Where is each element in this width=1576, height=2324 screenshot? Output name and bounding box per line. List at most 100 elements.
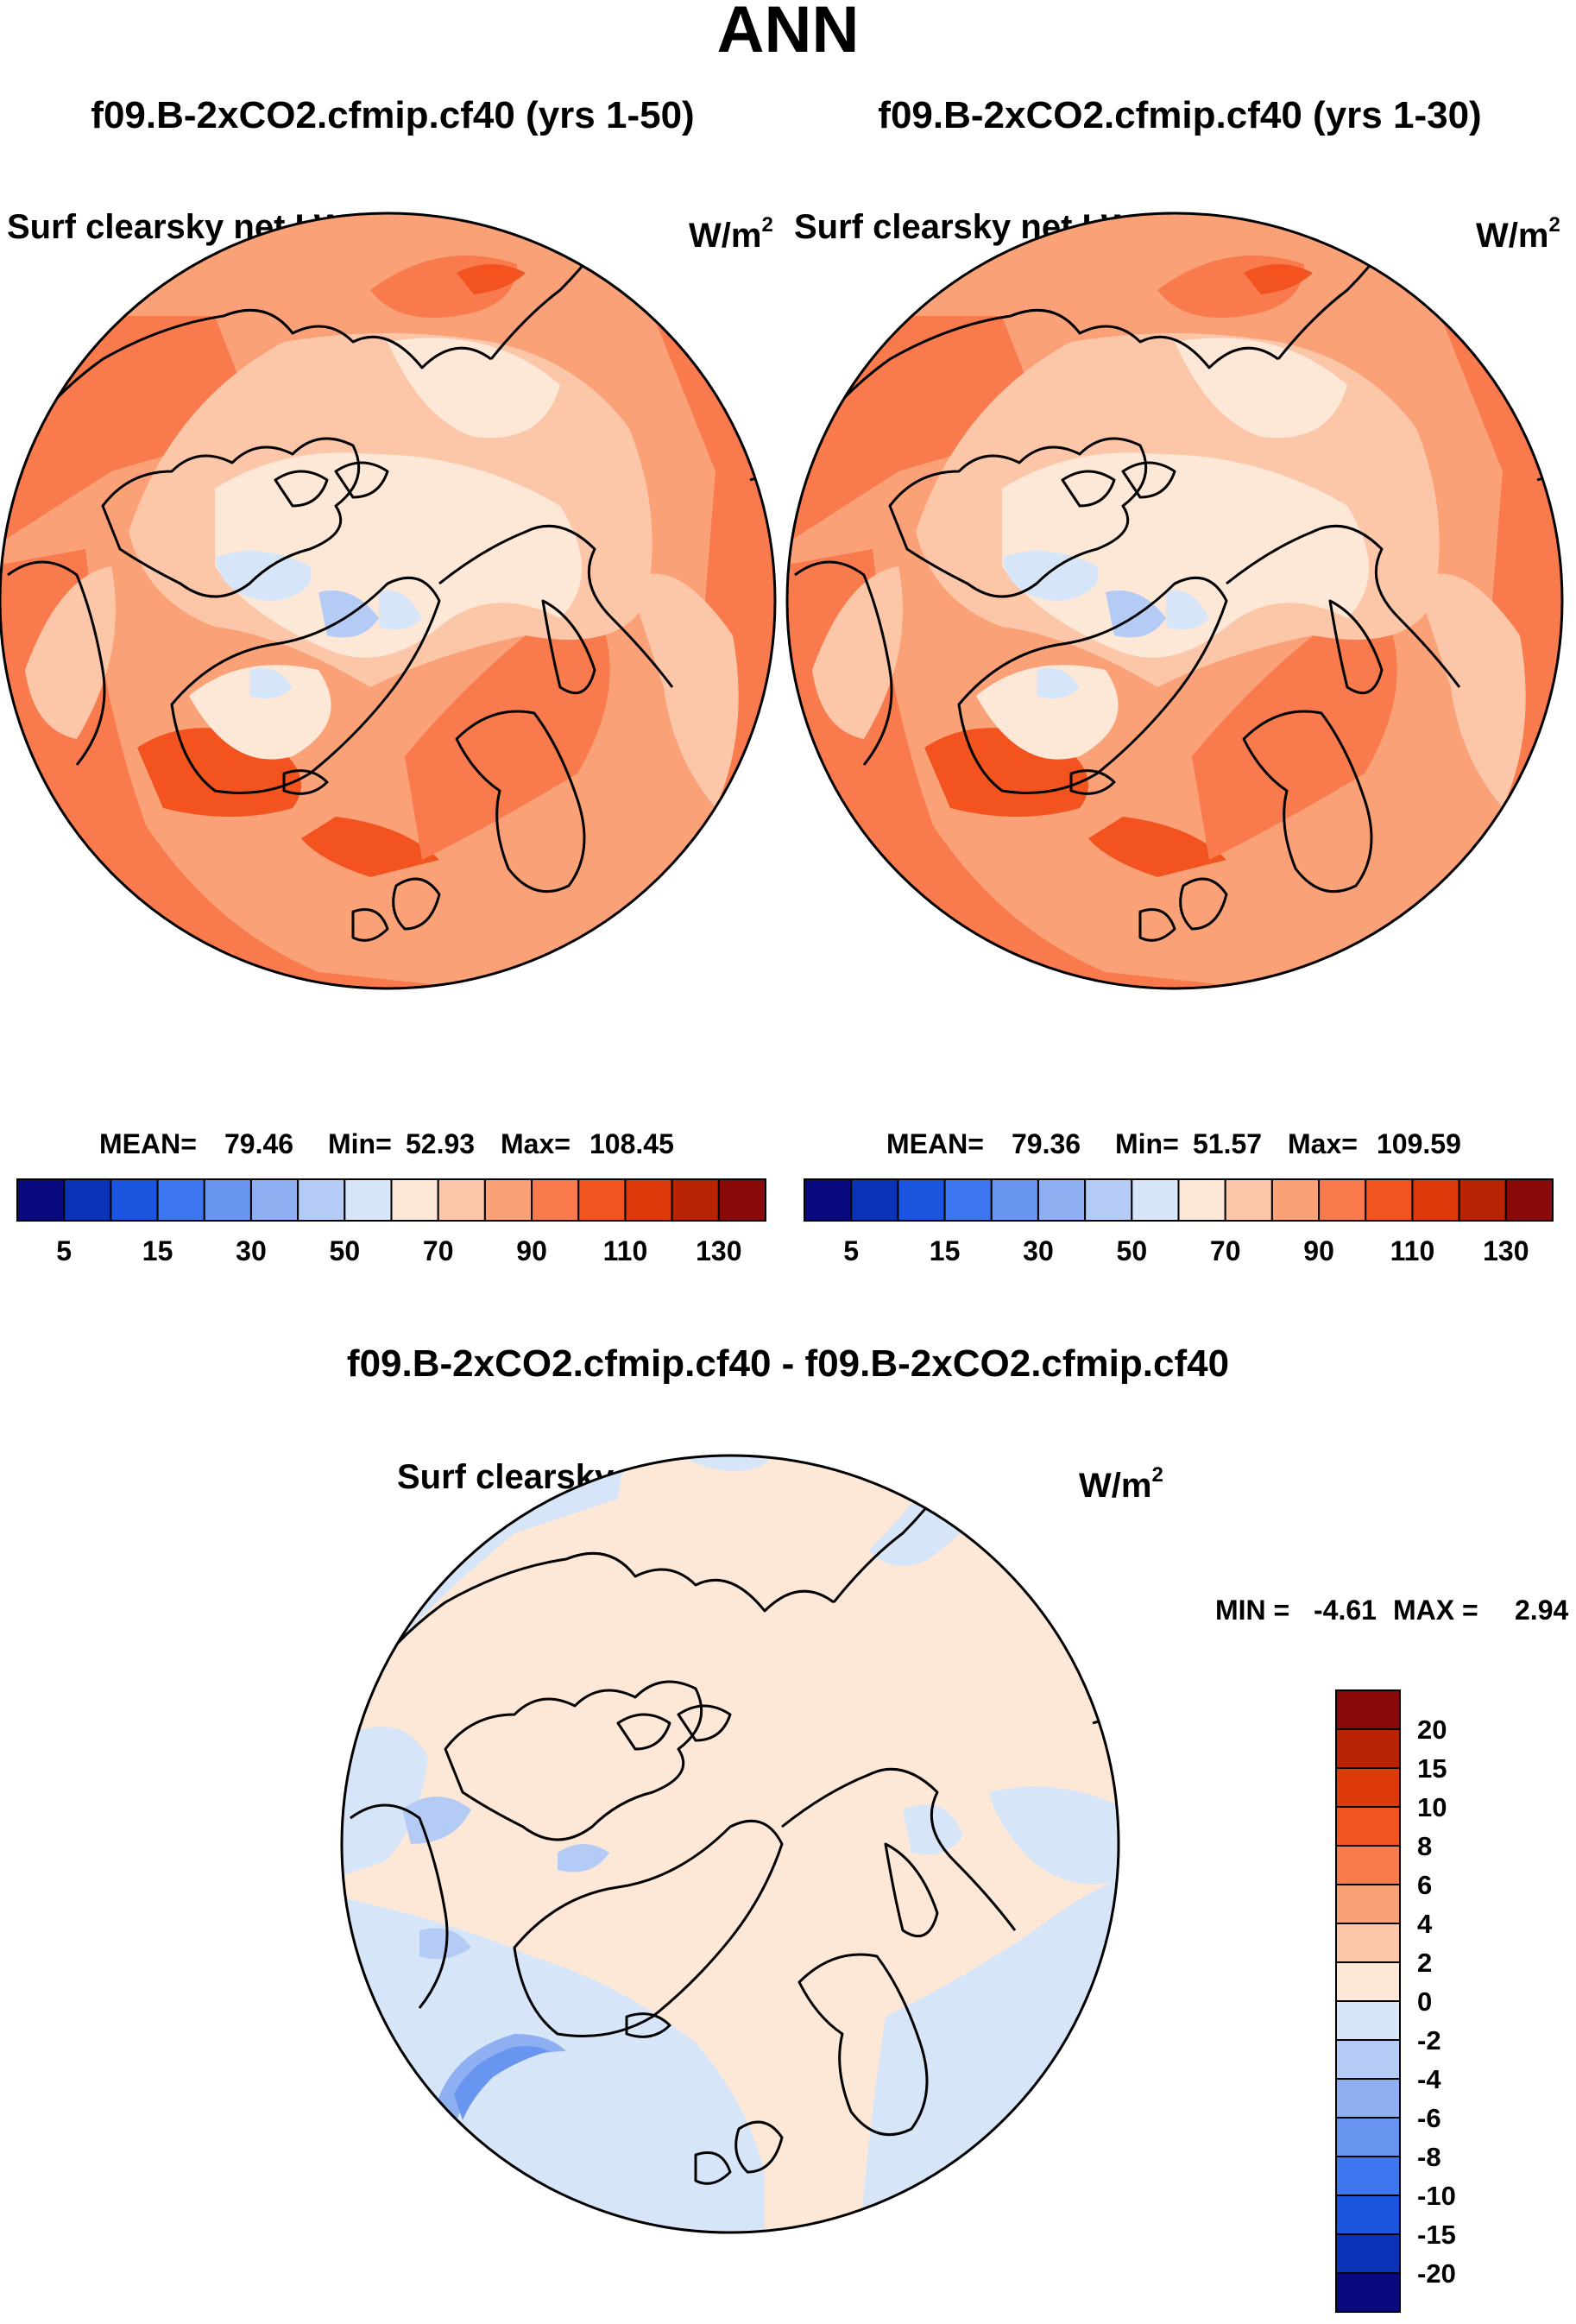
colorbar-tick-label: -15 — [1417, 2220, 1456, 2250]
panel-left-max-label: Max= — [501, 1128, 571, 1159]
colorbar-tick-label: 30 — [236, 1235, 267, 1266]
panel-left-stats: MEAN= 79.46 Min= 52.93 Max= 108.45 — [99, 1128, 674, 1159]
colorbar-tick-label: 10 — [1417, 1792, 1447, 1822]
colorbar-tick-label: 2 — [1417, 1948, 1432, 1978]
colorbar-cell — [1335, 2039, 1401, 2080]
colorbar-cell — [1458, 1178, 1507, 1222]
colorbar-cell — [156, 1178, 205, 1222]
colorbar-tick-label: 70 — [1210, 1235, 1241, 1266]
colorbar-cell — [990, 1178, 1039, 1222]
panel-right-mean: 79.36 — [1012, 1128, 1081, 1159]
difference-panel: f09.B-2xCO2.cfmip.cf40 - f09.B-2xCO2.cfm… — [340, 1342, 1568, 2313]
colorbar-cell — [1335, 2272, 1401, 2313]
colorbar-tick-label: 5 — [843, 1235, 859, 1266]
colorbar-tick-label: 15 — [142, 1235, 173, 1266]
colorbar-tick-label: 20 — [1417, 1715, 1447, 1745]
colorbar-cell — [850, 1178, 899, 1222]
colorbar-cell — [804, 1178, 853, 1222]
difference-min-label: MIN = — [1215, 1595, 1289, 1626]
difference-minmax: MIN = -4.61 MAX = 2.94 — [1215, 1595, 1568, 1626]
panel-right-max: 109.59 — [1377, 1128, 1461, 1159]
difference-min: -4.61 — [1314, 1595, 1377, 1626]
colorbar-cell — [1177, 1178, 1226, 1222]
panel-right-stats: MEAN= 79.36 Min= 51.57 Max= 109.59 — [886, 1128, 1461, 1159]
panel-left-colorbar: 5 15 30 50 70 90 110 130 — [16, 1178, 766, 1266]
colorbar-cell — [1335, 2233, 1401, 2274]
colorbar-cell — [1504, 1178, 1554, 1222]
colorbar-cell — [1335, 1845, 1401, 1885]
colorbar-cell — [1335, 1767, 1401, 1808]
colorbar-cell — [390, 1178, 439, 1222]
colorbar-cell — [1335, 2078, 1401, 2119]
colorbar-cell — [437, 1178, 486, 1222]
colorbar-tick-label: 50 — [330, 1235, 361, 1266]
panel-right: f09.B-2xCO2.cfmip.cf40 (yrs 1-30) Surf c… — [785, 94, 1564, 1266]
colorbar-tick-label: 130 — [1483, 1235, 1529, 1266]
colorbar-cell — [1335, 2117, 1401, 2157]
colorbar-cell — [1335, 2195, 1401, 2235]
colorbar-cell — [1335, 2156, 1401, 2196]
difference-max: 2.94 — [1515, 1595, 1568, 1626]
colorbar-cell — [1335, 2000, 1401, 2041]
colorbar-cell — [63, 1178, 112, 1222]
difference-title: f09.B-2xCO2.cfmip.cf40 - f09.B-2xCO2.cfm… — [347, 1342, 1229, 1385]
colorbar-cell — [297, 1178, 346, 1222]
difference-max-label: MAX = — [1393, 1595, 1478, 1626]
colorbar-cell — [577, 1178, 627, 1222]
colorbar-cell — [1270, 1178, 1321, 1222]
panel-right-min: 51.57 — [1193, 1128, 1262, 1159]
colorbar-cell — [531, 1178, 580, 1222]
panel-left-max: 108.45 — [589, 1128, 674, 1159]
panel-right-map — [787, 213, 1562, 988]
colorbar-tick-label: -6 — [1417, 2103, 1441, 2133]
colorbar-cell — [249, 1178, 299, 1222]
colorbar-cell — [16, 1178, 66, 1222]
colorbar-cell — [1224, 1178, 1273, 1222]
colorbar-cell — [671, 1178, 720, 1222]
panel-right-min-label: Min= — [1115, 1128, 1179, 1159]
colorbar-cell — [1365, 1178, 1414, 1222]
colorbar-cell — [1084, 1178, 1133, 1222]
colorbar-tick-label: 50 — [1117, 1235, 1148, 1266]
colorbar-tick-label: -2 — [1417, 2025, 1441, 2056]
panel-left-mean-label: MEAN= — [99, 1128, 197, 1159]
colorbar-tick-label: 70 — [423, 1235, 454, 1266]
difference-unit: W/m2 — [1079, 1463, 1163, 1505]
colorbar-tick-label: 90 — [1303, 1235, 1334, 1266]
colorbar-cell — [483, 1178, 533, 1222]
colorbar-cell — [1037, 1178, 1087, 1222]
colorbar-tick-label: 110 — [1390, 1235, 1435, 1266]
colorbar-tick-label: 130 — [696, 1235, 741, 1266]
difference-map — [342, 1456, 1119, 2232]
colorbar-cell — [897, 1178, 946, 1222]
colorbar-tick-label: 8 — [1417, 1831, 1432, 1861]
colorbar-tick-label: -4 — [1417, 2064, 1441, 2094]
panel-right-max-label: Max= — [1288, 1128, 1358, 1159]
colorbar-cell — [1335, 1728, 1401, 1769]
colorbar-tick-label: 15 — [930, 1235, 961, 1266]
difference-map-border — [340, 1454, 1120, 2234]
panel-right-unit: W/m2 — [1476, 213, 1560, 255]
colorbar-cell — [203, 1178, 252, 1222]
panel-right-map-border — [785, 212, 1564, 990]
panel-left-map-border — [0, 212, 777, 990]
colorbar-tick-label: 110 — [603, 1235, 648, 1266]
panel-right-mean-label: MEAN= — [886, 1128, 984, 1159]
panel-left-min: 52.93 — [406, 1128, 475, 1159]
colorbar-tick-label: 5 — [56, 1235, 72, 1266]
colorbar-tick-label: 30 — [1023, 1235, 1054, 1266]
colorbar-tick-label: -10 — [1417, 2181, 1456, 2211]
colorbar-cell — [1131, 1178, 1180, 1222]
colorbar-cell — [624, 1178, 673, 1222]
panel-left-mean: 79.46 — [224, 1128, 293, 1159]
colorbar-tick-label: 90 — [516, 1235, 547, 1266]
colorbar-tick-label: -20 — [1417, 2258, 1456, 2289]
panel-right-case-title: f09.B-2xCO2.cfmip.cf40 (yrs 1-30) — [878, 94, 1481, 136]
panel-left-case-title: f09.B-2xCO2.cfmip.cf40 (yrs 1-50) — [91, 94, 694, 136]
panel-left: f09.B-2xCO2.cfmip.cf40 (yrs 1-50) Surf c… — [0, 94, 777, 1266]
colorbar-tick-label: 15 — [1417, 1753, 1447, 1784]
colorbar-cell — [1318, 1178, 1367, 1222]
colorbar-cell — [344, 1178, 393, 1222]
colorbar-cell — [1335, 1884, 1401, 1924]
